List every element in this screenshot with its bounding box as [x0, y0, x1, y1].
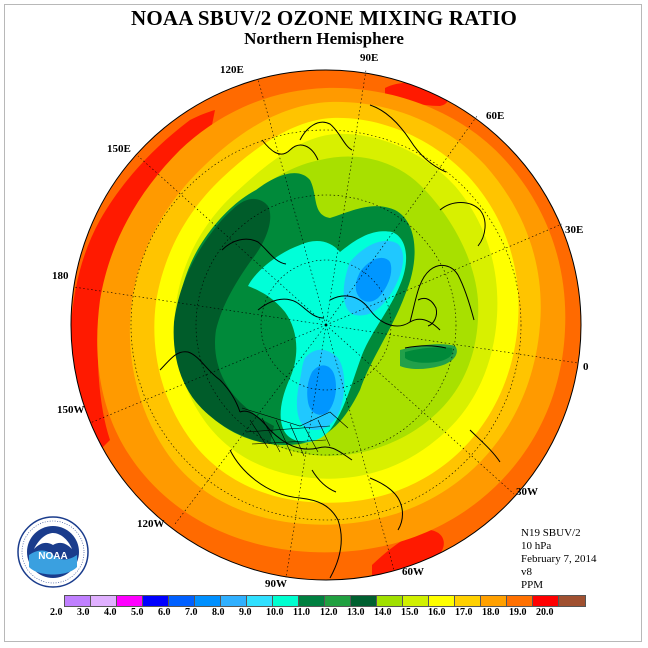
color-bar-swatch: [65, 596, 91, 606]
color-bar-tick-label: 17.0: [455, 607, 473, 618]
map-subtitle: Northern Hemisphere: [244, 29, 404, 48]
logo-text: NOAA: [38, 551, 67, 562]
color-bar-tick-label: 18.0: [482, 607, 500, 618]
contour-11-arm: [405, 347, 453, 363]
color-bar-tick-label: 7.0: [185, 607, 198, 618]
color-bar-swatch: [91, 596, 117, 606]
color-bar-swatch: [429, 596, 455, 606]
color-bar-tick-label: 12.0: [320, 607, 338, 618]
color-bar-swatch: [325, 596, 351, 606]
color-bar-tick-label: 6.0: [158, 607, 171, 618]
lon-label-30e: 30E: [565, 224, 583, 236]
color-bar-swatch: [247, 596, 273, 606]
color-bar-swatch: [403, 596, 429, 606]
lon-label-120e: 120E: [220, 64, 244, 76]
coastlines: [159, 104, 501, 579]
lon-label-180: 180: [52, 270, 69, 282]
dataset-info: N19 SBUV/2 10 hPa February 7, 2014 v8 PP…: [521, 527, 596, 592]
color-bar-tick-label: 5.0: [131, 607, 144, 618]
color-bar-swatch: [455, 596, 481, 606]
lon-label-60e: 60E: [486, 110, 504, 122]
lon-label-90w: 90W: [265, 578, 287, 590]
map-title: NOAA SBUV/2 OZONE MIXING RATIO: [131, 6, 517, 30]
color-bar-swatch: [273, 596, 299, 606]
color-bar-tick-label: 19.0: [509, 607, 527, 618]
color-bar-tick-label: 4.0: [104, 607, 117, 618]
noaa-logo: NOAA: [17, 516, 89, 588]
color-bar-tick-label: 2.0: [50, 607, 63, 618]
color-bar-swatch: [507, 596, 533, 606]
map-frame: [4, 4, 642, 642]
color-bar-ticks: 2.0 3.0 4.0 5.0 6.0 7.0 8.0 9.0 10.0 11.0 12.0 13.0…: [50, 607, 597, 621]
longitude-labels: 90E 60E 30E 0 30W 60W 90W 120W 150W 180 …: [52, 52, 589, 590]
lon-label-60w: 60W: [402, 566, 424, 578]
info-level: 10 hPa: [521, 540, 552, 552]
contour-8-south: [307, 365, 336, 415]
color-bar-tick-label: 13.0: [347, 607, 365, 618]
us-state-borders: [241, 407, 349, 457]
info-satellite: N19 SBUV/2: [521, 527, 581, 539]
color-bar-tick-label: 8.0: [212, 607, 225, 618]
color-bar-swatch: [559, 596, 585, 606]
lon-label-120w: 120W: [137, 518, 165, 530]
color-bar-swatch: [143, 596, 169, 606]
lon-label-0: 0: [583, 361, 589, 373]
map-boundary: [70, 69, 582, 581]
info-date: February 7, 2014: [521, 553, 597, 565]
lon-label-150e: 150E: [107, 143, 131, 155]
color-bar-swatch: [169, 596, 195, 606]
color-bar-tick-label: 20.0: [536, 607, 554, 618]
color-bar-swatch: [299, 596, 325, 606]
color-bar-tick-label: 16.0: [428, 607, 446, 618]
color-bar-swatch: [195, 596, 221, 606]
color-bar-swatch: [221, 596, 247, 606]
contour-11: [173, 198, 274, 444]
color-bar-swatch: [533, 596, 559, 606]
color-bar: [64, 595, 586, 607]
lon-label-90e: 90E: [360, 52, 378, 64]
lon-label-30w: 30W: [516, 486, 538, 498]
contour-8: [355, 257, 392, 302]
lon-label-150w: 150W: [57, 404, 85, 416]
info-version: v8: [521, 566, 532, 578]
color-bar-tick-label: 3.0: [77, 607, 90, 618]
color-bar-swatch: [117, 596, 143, 606]
color-bar-tick-label: 14.0: [374, 607, 392, 618]
info-units: PPM: [521, 579, 544, 591]
color-bar-swatch: [377, 596, 403, 606]
color-bar-tick-label: 10.0: [266, 607, 284, 618]
color-bar-tick-label: 11.0: [293, 607, 310, 618]
color-bar-tick-label: 9.0: [239, 607, 252, 618]
color-bar-swatch: [351, 596, 377, 606]
graticule: [73, 69, 579, 579]
color-bar-swatch: [481, 596, 507, 606]
contour-19-southeast: [372, 530, 444, 578]
color-bar-tick-label: 15.0: [401, 607, 419, 618]
